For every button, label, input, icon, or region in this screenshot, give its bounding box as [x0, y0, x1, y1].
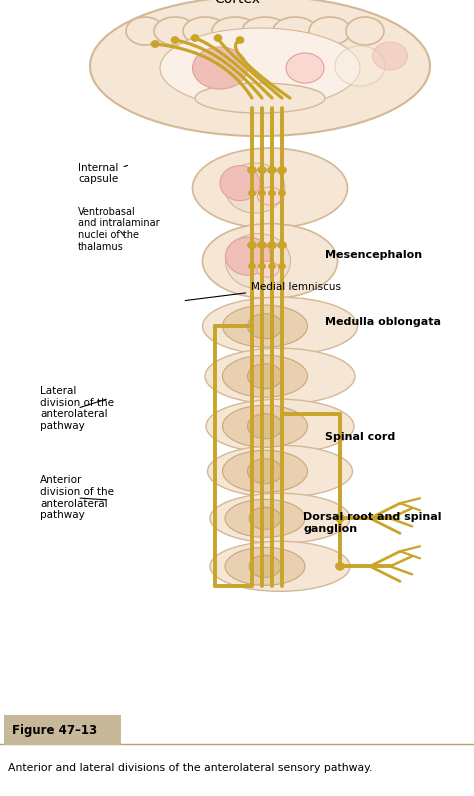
Ellipse shape: [214, 34, 222, 41]
Ellipse shape: [257, 242, 266, 248]
Ellipse shape: [247, 458, 283, 484]
Ellipse shape: [346, 17, 384, 45]
Text: Medial lemniscus: Medial lemniscus: [185, 282, 341, 301]
Ellipse shape: [210, 494, 350, 544]
Ellipse shape: [286, 53, 324, 83]
Ellipse shape: [247, 364, 283, 388]
FancyBboxPatch shape: [4, 716, 121, 745]
Ellipse shape: [257, 166, 266, 174]
Ellipse shape: [160, 28, 360, 108]
Ellipse shape: [335, 46, 385, 86]
Ellipse shape: [249, 556, 281, 577]
Ellipse shape: [220, 166, 260, 201]
Text: Spinal cord: Spinal cord: [325, 432, 395, 442]
Ellipse shape: [258, 263, 265, 269]
Ellipse shape: [247, 314, 283, 338]
Ellipse shape: [249, 507, 281, 529]
Ellipse shape: [242, 17, 288, 45]
Text: Figure 47–13: Figure 47–13: [12, 724, 97, 737]
Text: Medulla oblongata: Medulla oblongata: [325, 318, 441, 327]
Ellipse shape: [273, 17, 317, 45]
Ellipse shape: [257, 261, 279, 277]
Ellipse shape: [336, 562, 345, 570]
Ellipse shape: [247, 242, 256, 248]
Ellipse shape: [267, 166, 276, 174]
Ellipse shape: [225, 163, 285, 213]
Ellipse shape: [277, 166, 286, 174]
Text: Ventrobasal
and intralaminar
nuclei of the
thalamus: Ventrobasal and intralaminar nuclei of t…: [78, 207, 160, 252]
Ellipse shape: [226, 237, 271, 275]
Ellipse shape: [192, 148, 347, 228]
Ellipse shape: [373, 42, 408, 70]
Ellipse shape: [195, 83, 325, 113]
Ellipse shape: [222, 451, 308, 492]
Ellipse shape: [192, 47, 247, 89]
Ellipse shape: [225, 548, 305, 585]
Ellipse shape: [268, 263, 275, 269]
Text: Lateral
division of the
anterolateral
pathway: Lateral division of the anterolateral pa…: [40, 386, 114, 431]
Ellipse shape: [206, 400, 354, 453]
Ellipse shape: [277, 242, 286, 248]
Ellipse shape: [258, 190, 265, 196]
Ellipse shape: [222, 355, 308, 397]
Text: Anterior and lateral divisions of the anterolateral sensory pathway.: Anterior and lateral divisions of the an…: [8, 763, 373, 773]
Text: Mesencephalon: Mesencephalon: [325, 250, 422, 260]
Text: Cortex: Cortex: [214, 0, 260, 6]
Text: Internal
capsule: Internal capsule: [78, 162, 128, 184]
Ellipse shape: [226, 234, 291, 289]
Ellipse shape: [151, 41, 159, 48]
Ellipse shape: [309, 17, 351, 45]
Text: Dorsal root and spinal
ganglion: Dorsal root and spinal ganglion: [303, 512, 442, 534]
Ellipse shape: [336, 514, 345, 522]
Ellipse shape: [279, 263, 285, 269]
Ellipse shape: [171, 37, 179, 44]
Ellipse shape: [205, 348, 355, 404]
Ellipse shape: [212, 17, 258, 45]
Ellipse shape: [236, 37, 244, 44]
Ellipse shape: [248, 190, 255, 196]
Ellipse shape: [191, 34, 199, 41]
Ellipse shape: [248, 263, 255, 269]
Ellipse shape: [225, 499, 305, 537]
Ellipse shape: [210, 541, 350, 591]
Ellipse shape: [202, 224, 337, 298]
Ellipse shape: [90, 0, 430, 136]
Ellipse shape: [247, 166, 256, 174]
Ellipse shape: [222, 305, 308, 347]
Ellipse shape: [279, 190, 285, 196]
Ellipse shape: [222, 405, 308, 447]
Text: Anterior
division of the
anterolateral
pathway: Anterior division of the anterolateral p…: [40, 475, 114, 521]
Ellipse shape: [154, 17, 196, 45]
Ellipse shape: [126, 17, 164, 45]
Ellipse shape: [257, 187, 283, 205]
Ellipse shape: [267, 242, 276, 248]
Ellipse shape: [268, 190, 275, 196]
Ellipse shape: [247, 414, 283, 439]
Ellipse shape: [183, 17, 227, 45]
Ellipse shape: [202, 297, 357, 355]
Ellipse shape: [208, 445, 353, 498]
